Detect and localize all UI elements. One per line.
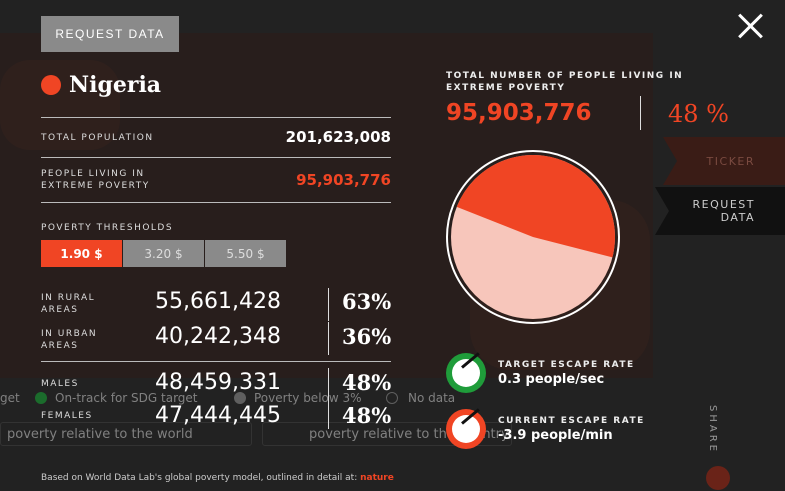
divider: [640, 96, 641, 130]
request-data-button[interactable]: REQUEST DATA: [41, 16, 179, 52]
legend-text: No data: [408, 391, 456, 405]
urban-value: 40,242,348: [155, 324, 281, 349]
total-extreme-value: 95,903,776: [446, 100, 592, 126]
pie-poverty-slice: [456, 155, 615, 258]
threshold-option-5-50[interactable]: 5.50 $: [205, 240, 286, 267]
males-value: 48,459,331: [155, 370, 281, 395]
threshold-selector: 1.90 $ 3.20 $ 5.50 $: [41, 240, 287, 267]
total-extreme-label: TOTAL NUMBER OF PEOPLE LIVING IN EXTREME…: [446, 70, 706, 94]
gray-dot-icon: [234, 392, 246, 404]
total-population-label: TOTAL POPULATION: [41, 133, 154, 143]
legend-text: get: [0, 391, 20, 405]
request-data-tab[interactable]: REQUEST DATA: [655, 187, 785, 235]
females-value: 47,444,445: [155, 403, 281, 428]
males-label: MALES: [41, 379, 79, 389]
divider: [41, 117, 391, 118]
footer-note: Based on World Data Lab's global poverty…: [41, 473, 394, 483]
current-rate-label: CURRENT ESCAPE RATE: [498, 415, 645, 426]
current-gauge-icon: [446, 408, 486, 449]
label-line: EXTREME POVERTY: [446, 83, 566, 93]
females-label: FEMALES: [41, 411, 93, 421]
empty-dot-icon: [386, 392, 398, 404]
total-population-value: 201,623,008: [285, 128, 391, 146]
rural-value: 55,661,428: [155, 289, 281, 314]
threshold-option-3-20[interactable]: 3.20 $: [123, 240, 204, 267]
share-icon[interactable]: [706, 466, 730, 490]
target-rate-label: TARGET ESCAPE RATE: [498, 359, 635, 370]
label-line: PEOPLE LIVING IN: [41, 169, 145, 179]
urban-pct: 36%: [342, 324, 392, 349]
current-rate-value: -3.9 people/min: [498, 427, 613, 443]
poverty-pie-chart: [446, 150, 620, 324]
divider: [328, 401, 329, 429]
females-pct: 48%: [342, 403, 392, 428]
poverty-people-value: 95,903,776: [296, 171, 391, 189]
target-gauge-icon: [446, 352, 486, 393]
tab-label-line: REQUEST: [692, 198, 755, 211]
divider: [328, 288, 329, 321]
label-line: IN RURAL: [41, 293, 96, 303]
map-region: [0, 60, 120, 150]
label-line: TOTAL NUMBER OF PEOPLE LIVING IN: [446, 71, 684, 81]
males-pct: 48%: [342, 370, 392, 395]
urban-label: IN URBAN AREAS: [41, 328, 97, 352]
rural-label: IN RURAL AREAS: [41, 292, 95, 316]
label-line: IN URBAN: [41, 329, 98, 339]
total-extreme-pct: 48 %: [668, 100, 729, 128]
rural-pct: 63%: [342, 289, 392, 314]
poverty-people-label: PEOPLE LIVING IN EXTREME POVERTY: [41, 168, 150, 192]
pie-outline: [446, 150, 620, 324]
green-dot-icon: [35, 392, 47, 404]
legend-text: Poverty below 3%: [254, 391, 362, 405]
share-label: SHARE: [707, 405, 718, 454]
label-line: EXTREME POVERTY: [41, 181, 150, 191]
target-escape-rate: TARGET ESCAPE RATE 0.3 people/sec: [446, 352, 635, 393]
close-icon[interactable]: [737, 13, 763, 39]
divider: [41, 202, 391, 203]
country-name: Nigeria: [69, 72, 162, 98]
target-rate-value: 0.3 people/sec: [498, 371, 605, 387]
divider: [328, 368, 329, 401]
country-heading: Nigeria: [41, 72, 161, 98]
legend-text: On-track for SDG target: [55, 391, 198, 405]
label-line: AREAS: [41, 305, 79, 315]
background-toggle: poverty relative to the world: [0, 422, 252, 446]
threshold-option-1-90[interactable]: 1.90 $: [41, 240, 122, 267]
divider: [41, 157, 391, 158]
background-legend: get On-track for SDG target Poverty belo…: [0, 390, 500, 408]
divider: [41, 361, 391, 362]
current-escape-rate: CURRENT ESCAPE RATE -3.9 people/min: [446, 408, 645, 449]
footer-text: Based on World Data Lab's global poverty…: [41, 473, 361, 483]
nature-link[interactable]: nature: [360, 473, 394, 483]
ticker-tab[interactable]: TICKER: [663, 137, 785, 185]
divider: [328, 322, 329, 355]
tab-label-line: DATA: [720, 211, 755, 224]
label-line: AREAS: [41, 341, 79, 351]
country-dot-icon: [41, 75, 61, 95]
thresholds-label: POVERTY THRESHOLDS: [41, 223, 174, 233]
